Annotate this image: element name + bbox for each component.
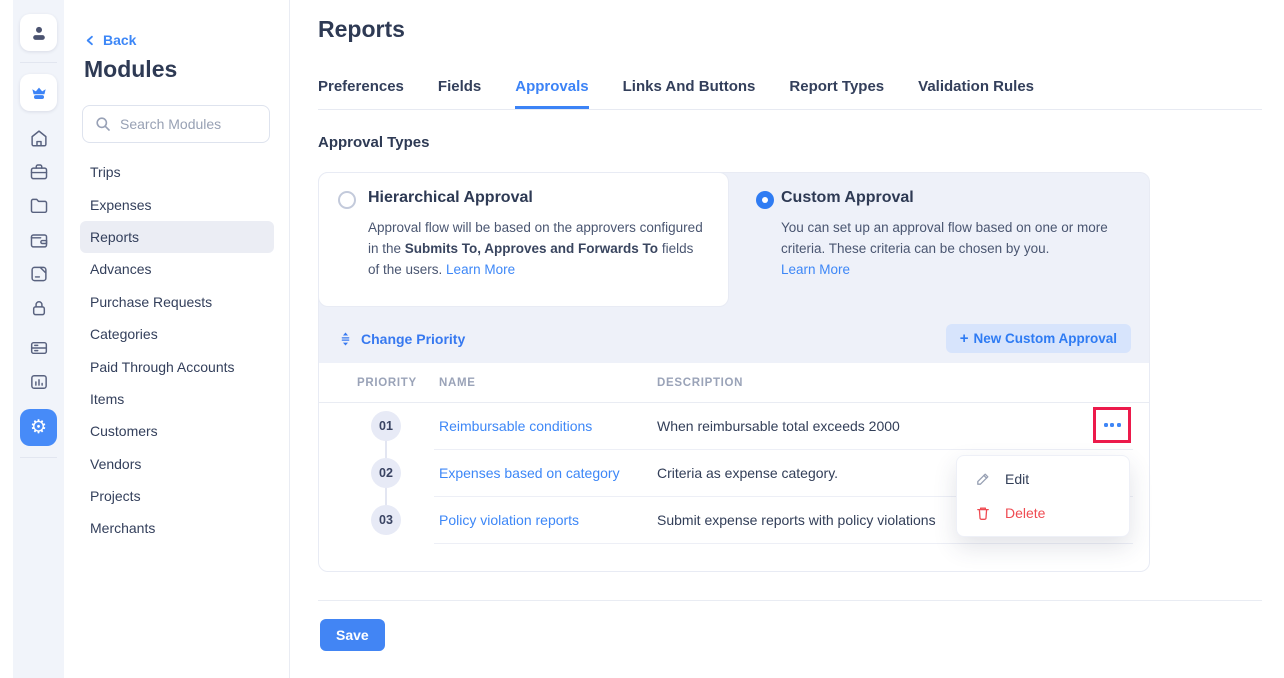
app-icon-rail: ⚙ xyxy=(13,0,64,678)
custom-learn-more-link[interactable]: Learn More xyxy=(781,262,851,277)
approval-name-link[interactable]: Expenses based on category xyxy=(439,465,620,481)
user-avatar-button[interactable] xyxy=(20,14,57,51)
delete-label: Delete xyxy=(1005,505,1046,521)
user-avatar-icon xyxy=(29,23,49,43)
column-header-priority: PRIORITY xyxy=(357,377,417,389)
expense-note-icon[interactable] xyxy=(28,263,50,285)
table-row: 02 Expenses based on category Criteria a… xyxy=(319,450,1149,497)
rail-divider xyxy=(20,62,57,63)
sidebar-item-projects[interactable]: Projects xyxy=(90,488,141,505)
change-priority-icon xyxy=(338,331,353,347)
table-header: PRIORITY NAME DESCRIPTION xyxy=(319,363,1149,403)
sidebar-item-expenses[interactable]: Expenses xyxy=(90,196,152,213)
back-label: Back xyxy=(103,32,137,48)
chevron-left-icon xyxy=(84,34,97,47)
wallet-icon[interactable] xyxy=(28,229,50,251)
admin-view-button[interactable] xyxy=(20,74,57,111)
sidebar-item-advances[interactable]: Advances xyxy=(90,261,152,278)
sidebar-item-vendors[interactable]: Vendors xyxy=(90,455,142,472)
hierarchical-learn-more-link[interactable]: Learn More xyxy=(446,262,516,277)
security-lock-icon[interactable] xyxy=(28,297,50,319)
tab-fields[interactable]: Fields xyxy=(437,78,482,95)
home-icon[interactable] xyxy=(28,127,50,149)
hierarchical-approval-radio[interactable] xyxy=(338,191,356,209)
sidebar-item-items[interactable]: Items xyxy=(90,390,125,407)
priority-badge: 01 xyxy=(371,411,401,441)
approval-name-link[interactable]: Policy violation reports xyxy=(439,512,580,528)
search-placeholder: Search Modules xyxy=(120,116,222,132)
custom-approval-radio[interactable] xyxy=(756,191,774,209)
hier-desc-bold: Submits To, Approves and Forwards To xyxy=(404,241,659,256)
modules-list: Trips Expenses Reports Advances Purchase… xyxy=(80,156,274,545)
hierarchical-approval-title: Hierarchical Approval xyxy=(368,189,533,206)
rail-divider-bottom xyxy=(20,457,57,458)
table-body: 01 Reimbursable conditions When reimburs… xyxy=(319,403,1149,544)
change-priority-label: Change Priority xyxy=(361,331,466,347)
custom-approval-description: You can set up an approval flow based on… xyxy=(781,217,1141,280)
back-link[interactable]: Back xyxy=(84,32,136,48)
folder-icon[interactable] xyxy=(28,195,50,217)
sidebar-item-purchase-requests[interactable]: Purchase Requests xyxy=(90,293,213,310)
column-header-name: NAME xyxy=(439,377,476,389)
tab-report-types[interactable]: Report Types xyxy=(789,78,885,95)
save-button[interactable]: Save xyxy=(320,619,385,651)
analytics-icon[interactable] xyxy=(28,371,50,393)
custom-desc-text: You can set up an approval flow based on… xyxy=(781,220,1108,256)
trips-briefcase-icon[interactable] xyxy=(28,161,50,183)
new-custom-approval-label: New Custom Approval xyxy=(973,331,1117,346)
approval-name-link[interactable]: Reimbursable conditions xyxy=(439,418,593,434)
approval-description: Submit expense reports with policy viola… xyxy=(657,512,936,528)
settings-gear-icon[interactable]: ⚙ xyxy=(20,409,57,446)
tab-preferences[interactable]: Preferences xyxy=(318,78,404,95)
hier-desc-part1: Approval flow will be based on the appro… xyxy=(368,220,703,256)
sidebar-item-customers[interactable]: Customers xyxy=(90,423,158,440)
row-actions-ellipsis-button[interactable] xyxy=(1098,417,1127,433)
table-row: 01 Reimbursable conditions When reimburs… xyxy=(319,403,1149,450)
hierarchical-approval-description: Approval flow will be based on the appro… xyxy=(368,217,706,280)
approval-description: When reimbursable total exceeds 2000 xyxy=(657,418,900,434)
delete-trash-icon xyxy=(975,505,991,521)
sidebar-item-reports[interactable]: Reports xyxy=(80,220,274,254)
search-modules-input[interactable]: Search Modules xyxy=(82,105,270,143)
section-heading: Approval Types xyxy=(318,134,430,151)
sidebar-item-trips[interactable]: Trips xyxy=(90,164,121,181)
change-priority-link[interactable]: Change Priority xyxy=(338,331,465,347)
gear-glyph: ⚙ xyxy=(29,417,48,438)
approval-description: Criteria as expense category. xyxy=(657,465,839,481)
priority-badge: 02 xyxy=(371,458,401,488)
hierarchical-approval-card[interactable] xyxy=(318,172,729,307)
page-title: Reports xyxy=(318,16,405,42)
sidebar-item-merchants[interactable]: Merchants xyxy=(90,520,156,537)
modules-sidebar: Back Modules Search Modules Trips Expens… xyxy=(64,0,290,678)
cards-icon[interactable] xyxy=(28,337,50,359)
menu-item-delete[interactable]: Delete xyxy=(957,496,1129,530)
admin-badge-icon xyxy=(29,83,49,103)
plus-icon: + xyxy=(959,330,969,347)
search-icon xyxy=(95,116,111,132)
attention-highlight xyxy=(1093,407,1131,443)
new-custom-approval-button[interactable]: + New Custom Approval xyxy=(945,324,1131,353)
edit-label: Edit xyxy=(1005,471,1030,487)
row-actions-menu: Edit Delete xyxy=(956,455,1130,537)
table-row: 03 Policy violation reports Submit expen… xyxy=(319,497,1149,544)
edit-pencil-icon xyxy=(975,471,991,487)
menu-item-edit[interactable]: Edit xyxy=(957,462,1129,496)
main-content: Reports Preferences Fields Approvals Lin… xyxy=(318,0,1262,678)
sidebar-item-categories[interactable]: Categories xyxy=(90,326,158,343)
tab-links-and-buttons[interactable]: Links And Buttons xyxy=(622,78,756,95)
priority-badge: 03 xyxy=(371,505,401,535)
footer-divider xyxy=(318,600,1262,601)
sidebar-item-paid-through-accounts[interactable]: Paid Through Accounts xyxy=(90,358,235,375)
hier-desc-part2: fields of the users. xyxy=(368,241,694,277)
tab-bar: Preferences Fields Approvals Links And B… xyxy=(318,78,1262,110)
sidebar-title: Modules xyxy=(84,56,178,82)
column-header-description: DESCRIPTION xyxy=(657,377,744,389)
tab-approvals[interactable]: Approvals xyxy=(515,78,589,109)
custom-approval-title: Custom Approval xyxy=(781,189,914,206)
tab-validation-rules[interactable]: Validation Rules xyxy=(918,78,1035,95)
